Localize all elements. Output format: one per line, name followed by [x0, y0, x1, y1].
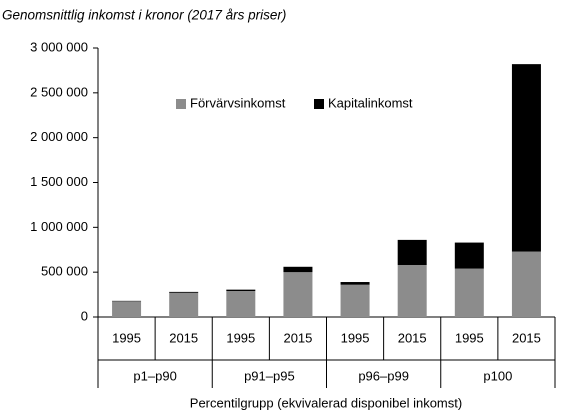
bar-segment	[169, 291, 199, 293]
x-tick-label: 2015	[169, 330, 198, 345]
legend-swatch	[314, 99, 324, 109]
group-label: p96–p99	[358, 368, 409, 383]
x-tick-label: 1995	[112, 330, 141, 345]
bar-segment	[340, 284, 370, 317]
x-tick-label: 1995	[455, 330, 484, 345]
y-tick-label: 2 000 000	[30, 129, 88, 144]
bar-segment	[226, 290, 256, 317]
legend-swatch	[176, 99, 186, 109]
y-tick-label: 3 000 000	[30, 39, 88, 54]
x-tick-label: 1995	[226, 330, 255, 345]
group-label: p1–p90	[133, 368, 176, 383]
bar-segment	[283, 272, 313, 317]
bar-segment	[112, 301, 142, 317]
y-tick-label: 1 500 000	[30, 174, 88, 189]
bar-segment	[226, 289, 256, 291]
y-tick-label: 0	[81, 308, 88, 323]
y-tick-label: 500 000	[41, 264, 88, 279]
bar-segment	[454, 242, 484, 269]
bar-segment	[454, 268, 484, 317]
y-tick-label: 2 500 000	[30, 84, 88, 99]
group-label: p100	[483, 368, 512, 383]
bar-segment	[397, 264, 427, 317]
bar-segment	[169, 292, 199, 317]
y-tick-label: 1 000 000	[30, 219, 88, 234]
legend-label: Förvärvsinkomst	[190, 95, 286, 110]
x-tick-label: 2015	[398, 330, 427, 345]
legend-label: Kapitalinkomst	[328, 95, 413, 110]
group-label: p91–p95	[244, 368, 295, 383]
bar-segment	[511, 251, 541, 317]
x-tick-label: 1995	[341, 330, 370, 345]
x-axis-title: Percentilgrupp (ekvivalerad disponibel i…	[190, 395, 462, 410]
chart-title: Genomsnittlig inkomst i kronor (2017 års…	[2, 8, 286, 23]
bar-segment	[511, 64, 541, 252]
x-tick-label: 2015	[512, 330, 541, 345]
bar-segment	[283, 266, 313, 273]
bar-segment	[340, 282, 370, 285]
bar-segment	[397, 239, 427, 265]
x-tick-label: 2015	[283, 330, 312, 345]
